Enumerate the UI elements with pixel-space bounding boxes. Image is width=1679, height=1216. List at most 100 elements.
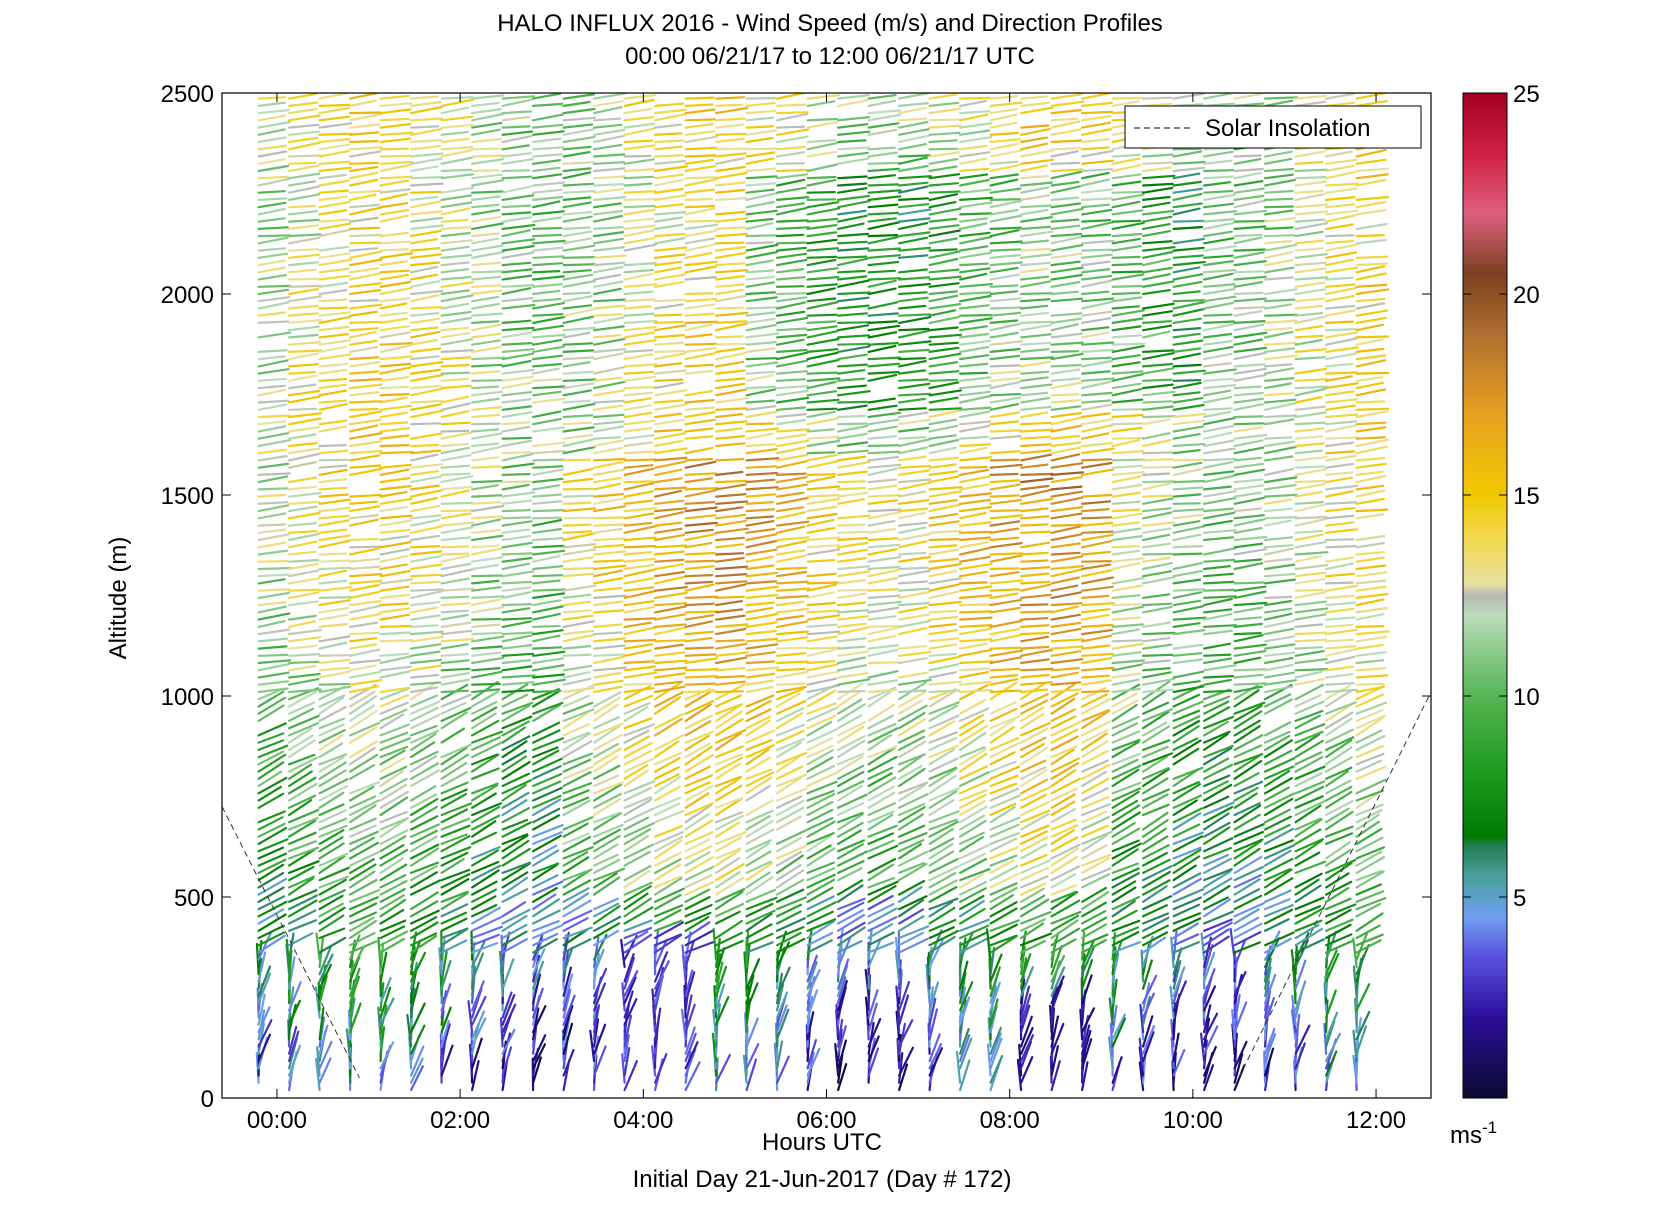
wind-barb	[1111, 372, 1145, 382]
wind-barb	[1019, 124, 1050, 129]
wind-barb	[775, 864, 802, 882]
wind-barb	[349, 858, 375, 875]
wind-barb	[1324, 528, 1359, 534]
x-tick-label: 12:00	[1346, 1107, 1406, 1134]
wind-barb	[501, 760, 531, 780]
wind-barb	[745, 672, 776, 679]
wind-barb	[1019, 778, 1049, 795]
wind-barb	[1355, 803, 1384, 817]
wind-barb	[745, 784, 772, 802]
wind-barb	[318, 866, 350, 882]
wind-barb	[897, 783, 927, 802]
wind-barb	[1141, 494, 1173, 498]
wind-barb	[592, 196, 627, 201]
wind-barb	[745, 116, 775, 122]
wind-barb	[1233, 606, 1264, 614]
y-tick-label: 500	[174, 885, 214, 912]
wind-barb	[958, 667, 990, 672]
wind-barb	[928, 850, 955, 867]
wind-barb	[440, 512, 472, 520]
wind-barb	[1355, 438, 1390, 448]
wind-barb	[1233, 468, 1266, 476]
wind-barb	[1080, 500, 1112, 505]
wind-barb	[440, 545, 470, 549]
wind-barb	[1111, 361, 1141, 368]
wind-barb	[1141, 400, 1173, 404]
wind-barb	[410, 732, 437, 752]
wind-barb	[1172, 317, 1203, 324]
wind-barb	[349, 408, 379, 411]
wind-barb	[714, 745, 744, 759]
wind-barb	[806, 792, 836, 809]
wind-barb	[318, 403, 348, 411]
wind-barb	[1050, 728, 1079, 744]
wind-barb	[653, 639, 687, 643]
wind-barb	[684, 205, 716, 209]
wind-barb	[288, 620, 316, 629]
wind-barb	[562, 879, 592, 896]
wind-barb	[1080, 331, 1110, 339]
wind-barb	[1263, 189, 1294, 194]
wind-barb	[1233, 187, 1265, 194]
wind-barb	[379, 701, 409, 715]
wind-barb	[836, 622, 867, 629]
wind-barb	[989, 142, 1020, 151]
wind-barb	[1202, 457, 1237, 462]
wind-barb	[1019, 298, 1051, 303]
wind-barb	[349, 310, 378, 317]
wind-barb	[257, 886, 285, 903]
wind-barb	[1019, 275, 1050, 281]
wind-barb	[989, 998, 999, 1026]
wind-barb	[592, 755, 619, 773]
wind-barb	[257, 559, 289, 563]
wind-barb	[440, 509, 475, 513]
wind-barb	[1080, 297, 1115, 303]
wind-barb	[1080, 432, 1110, 440]
wind-barb	[1294, 785, 1325, 802]
wind-barb	[531, 749, 560, 766]
wind-barb	[1050, 927, 1081, 947]
wind-barb	[562, 542, 597, 549]
wind-barb	[257, 659, 292, 665]
wind-barb	[1202, 595, 1237, 600]
wind-barb	[1141, 182, 1174, 187]
wind-barb	[653, 223, 684, 230]
wind-barb	[1080, 110, 1114, 115]
wind-barb	[410, 1002, 426, 1034]
wind-barb	[775, 983, 785, 1012]
wind-barb	[1324, 209, 1359, 216]
wind-barb	[1233, 601, 1268, 607]
wind-barb	[928, 799, 955, 817]
wind-barb	[745, 478, 776, 484]
wind-barb	[379, 790, 409, 809]
wind-barb	[1324, 441, 1355, 448]
wind-barb	[318, 534, 351, 542]
wind-barb	[989, 101, 1023, 108]
wind-barb	[379, 687, 411, 701]
wind-barb	[440, 384, 472, 390]
wind-barb	[623, 441, 653, 448]
wind-barb	[989, 953, 1003, 983]
wind-barb	[1324, 810, 1354, 831]
wind-barb	[1294, 378, 1329, 382]
wind-barb	[653, 477, 683, 484]
wind-barb	[1172, 917, 1202, 932]
wind-barb	[897, 181, 929, 187]
wind-barb	[806, 581, 840, 585]
wind-barb	[806, 267, 839, 274]
wind-barb	[1202, 826, 1231, 846]
wind-barb	[562, 356, 595, 361]
wind-barb	[653, 132, 683, 136]
wind-barb	[928, 475, 961, 484]
wind-barb	[1294, 367, 1328, 375]
wind-barb	[1019, 230, 1054, 238]
wind-barb	[714, 777, 741, 795]
wind-barb	[867, 714, 894, 730]
chart-subtitle: 00:00 06/21/17 to 12:00 06/21/17 UTC	[625, 43, 1035, 70]
wind-barb	[897, 222, 929, 230]
wind-barb	[1294, 780, 1326, 795]
wind-barb	[714, 427, 744, 433]
wind-barb	[653, 499, 685, 505]
wind-barb	[1324, 766, 1353, 780]
wind-barb	[471, 606, 505, 614]
